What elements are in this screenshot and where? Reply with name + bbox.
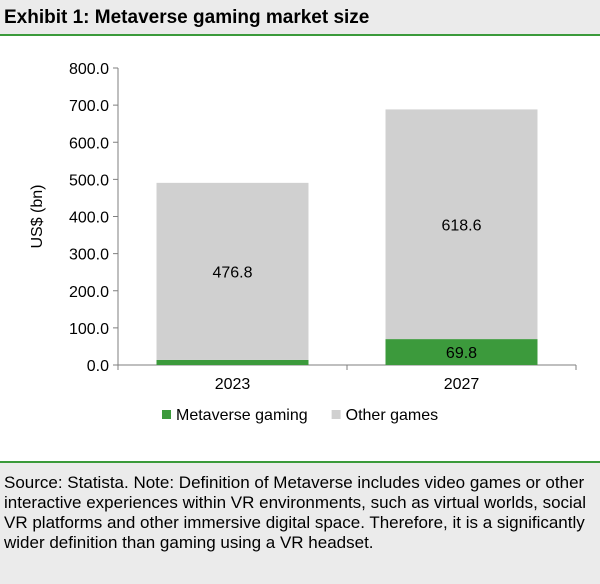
bar-other-games-2027 [385, 109, 538, 340]
y-tick-label: 800.0 [69, 61, 109, 78]
legend-label: Metaverse gaming [176, 407, 308, 424]
y-tick-label: 200.0 [69, 284, 109, 301]
y-tick-label: 100.0 [69, 321, 109, 338]
source-text: Source: Statista. Note: Definition of Me… [4, 473, 587, 552]
data-label: 476.8 [212, 264, 252, 281]
x-tick-label: 2023 [215, 376, 251, 393]
chart-title: Exhibit 1: Metaverse gaming market size [4, 7, 370, 28]
bar-other-games-2023 [156, 182, 309, 360]
x-tick-label: 2027 [444, 376, 480, 393]
y-tick-label: 300.0 [69, 247, 109, 264]
y-tick-label: 600.0 [69, 135, 109, 152]
y-tick-label: 400.0 [69, 210, 109, 227]
y-tick-label: 500.0 [69, 172, 109, 189]
legend-label: Other games [346, 407, 438, 424]
bar-metaverse-gaming-2023 [156, 359, 309, 365]
y-tick-label: 700.0 [69, 98, 109, 115]
data-label: 69.8 [446, 345, 477, 362]
legend-swatch-other-games [331, 410, 341, 419]
chart-area: 0.0 100.0 200.0 300.0 400.0 500.0 600.0 700.0 80… [0, 36, 600, 461]
legend-swatch-metaverse-gaming [162, 410, 171, 419]
stacked-bar-chart: 0.0 100.0 200.0 300.0 400.0 500.0 600.0 700.0 80… [29, 61, 577, 424]
title-bar: Exhibit 1: Metaverse gaming market size [0, 0, 600, 36]
data-label: 618.6 [441, 217, 481, 234]
bar-metaverse-gaming-2027 [385, 339, 538, 365]
y-axis-title: US$ (bn) [29, 184, 46, 248]
y-tick-label: 0.0 [87, 358, 109, 375]
source-note: Source: Statista. Note: Definition of Me… [0, 461, 600, 584]
